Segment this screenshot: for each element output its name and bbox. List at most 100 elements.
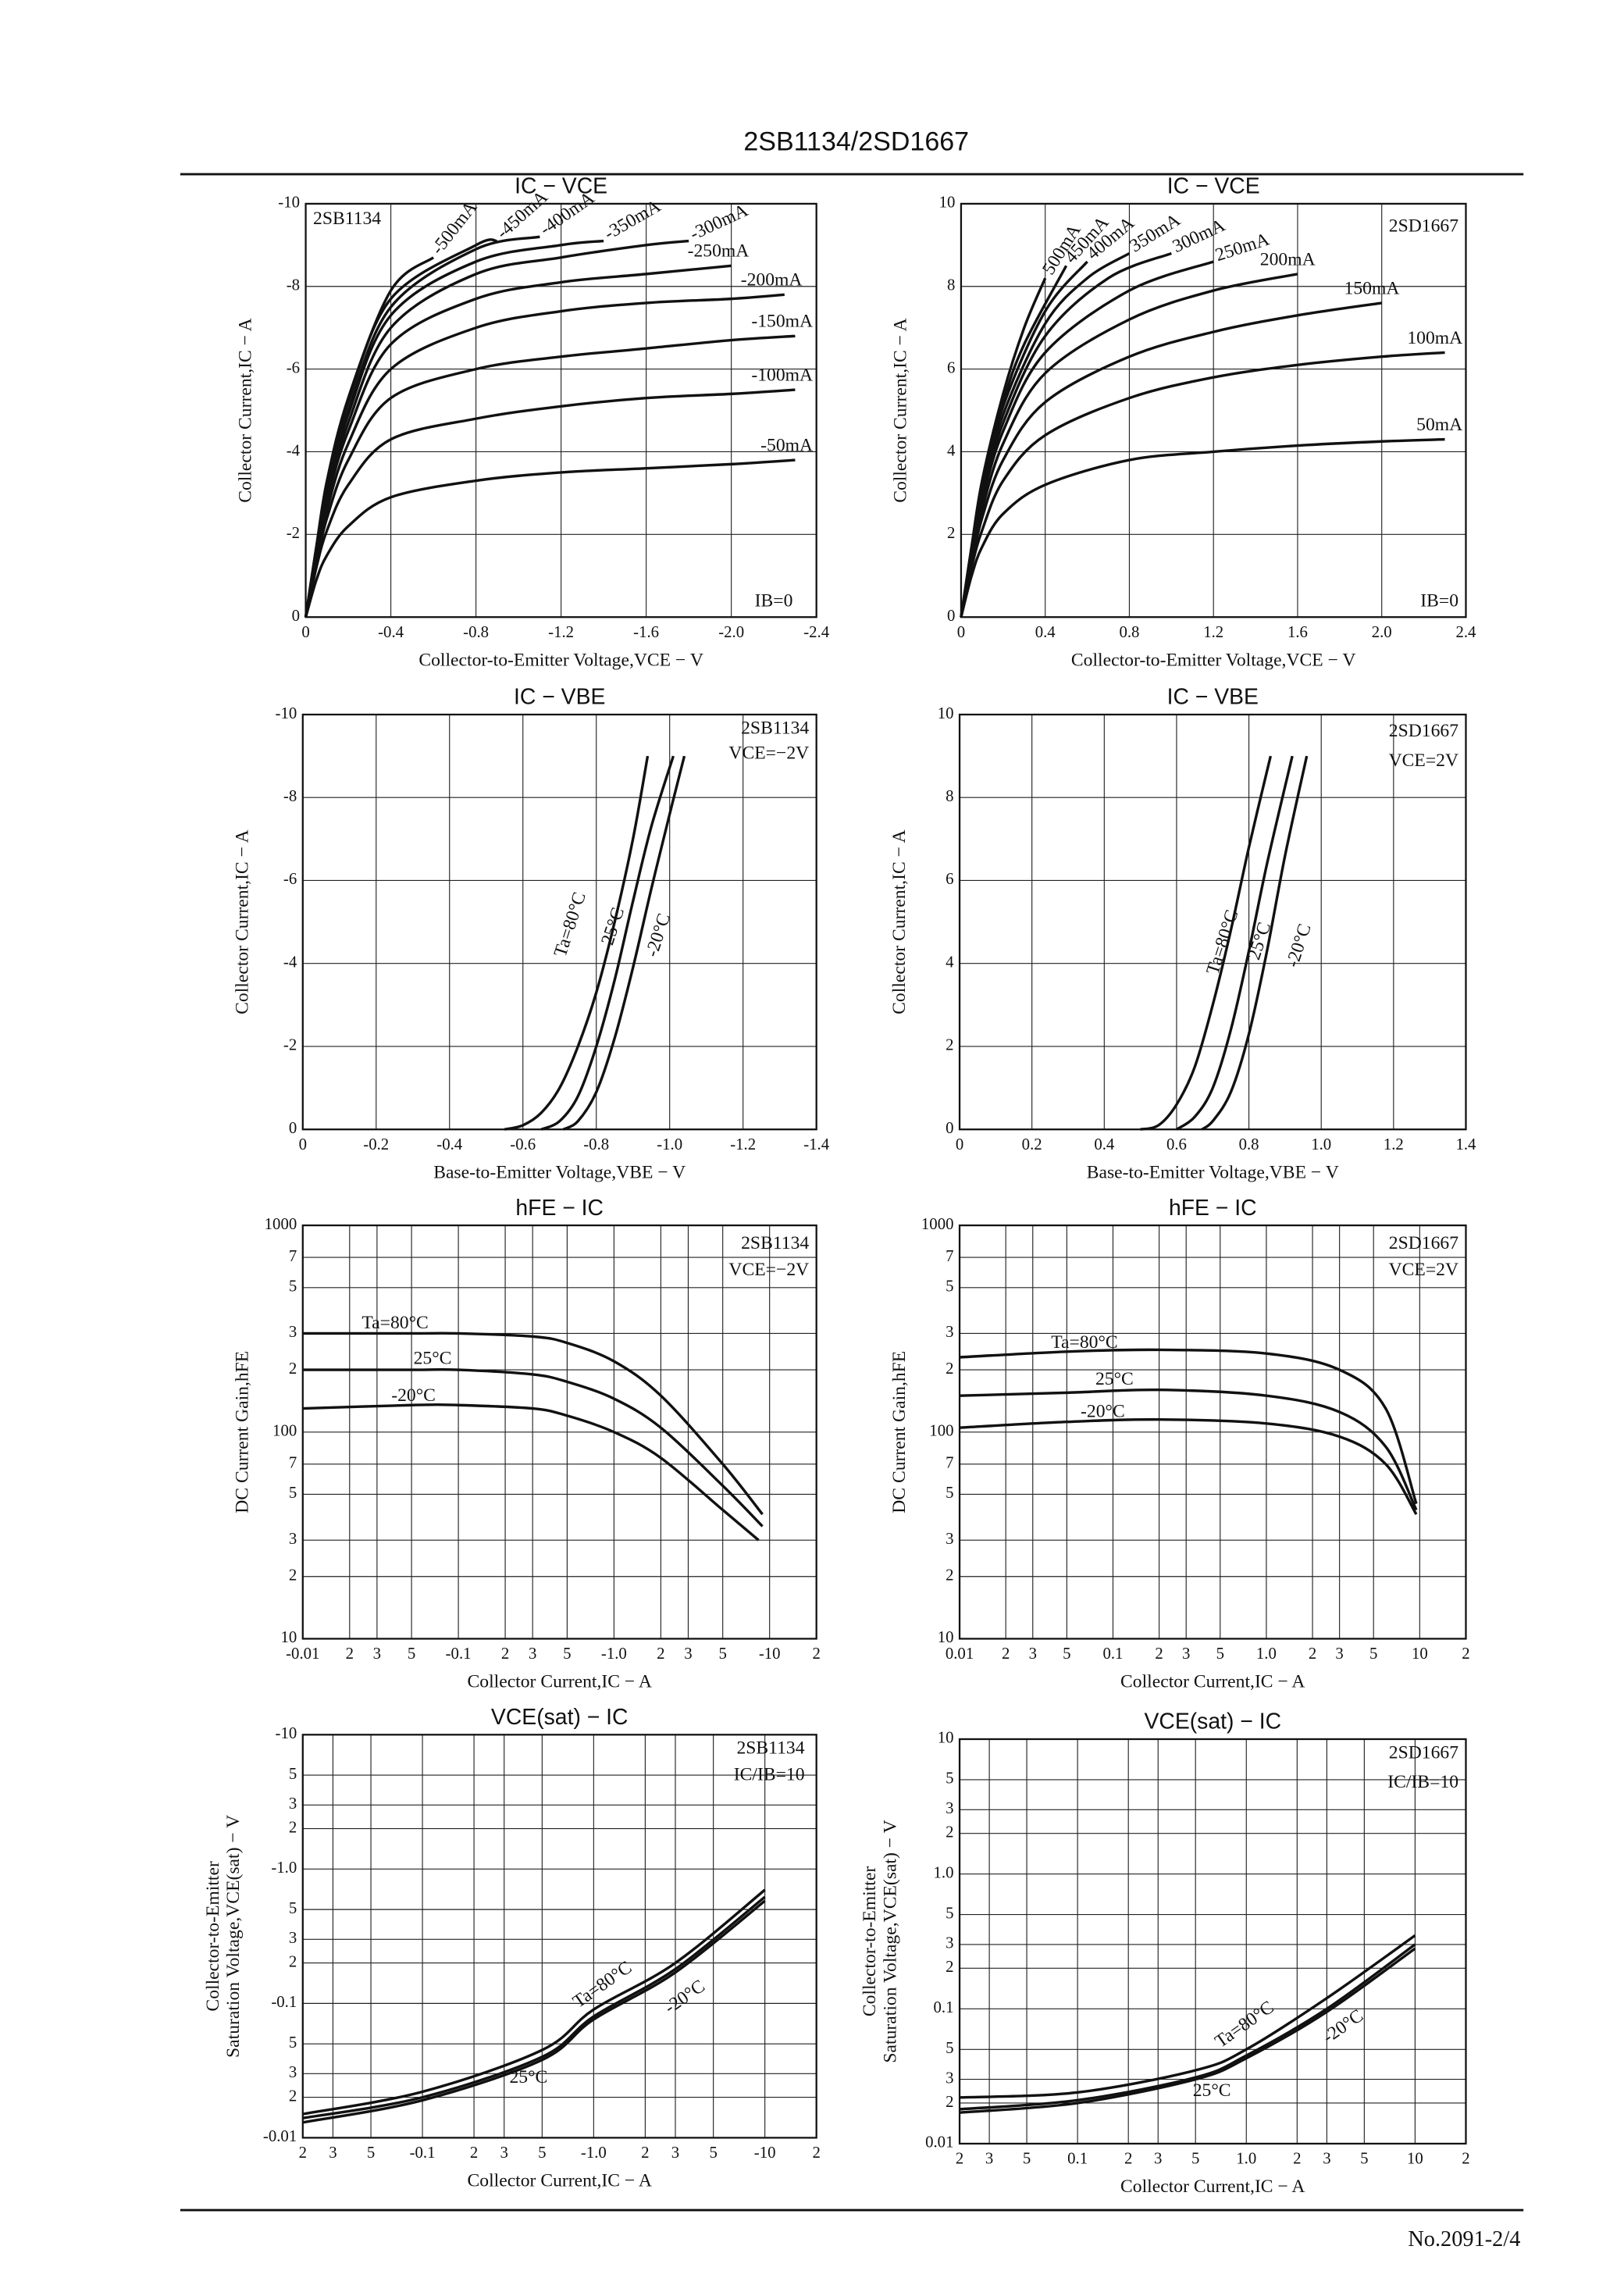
curve	[304, 458, 796, 618]
x-tick-label: 5	[367, 2144, 375, 2162]
y-tick-label: -2	[287, 524, 300, 542]
y-tick-label: 7	[289, 1454, 297, 1472]
y-tick-label: 0.1	[934, 1998, 954, 2016]
y-tick-label: 3	[946, 1799, 953, 1817]
x-axis-label: Collector Current,IC − A	[1120, 2176, 1305, 2197]
series-label: 25°C	[414, 1349, 452, 1369]
annotation: IC/IB=10	[734, 1765, 805, 1785]
curve	[562, 755, 686, 1131]
x-tick-label: -1.0	[657, 1135, 682, 1153]
x-tick-label: 1.6	[1287, 623, 1308, 641]
y-tick-label: 2	[946, 1360, 953, 1378]
x-tick-label: -10	[759, 1645, 781, 1663]
curve	[959, 1388, 1418, 1511]
y-tick-label: -8	[283, 787, 297, 805]
x-tick-label: 5	[1023, 2150, 1031, 2168]
y-axis-label: Saturation Voltage,VCE(sat) − V	[223, 1815, 244, 2058]
y-tick-label: -10	[276, 1724, 297, 1742]
y-tick-label: 2	[947, 524, 955, 542]
x-tick-label: 5	[709, 2144, 717, 2162]
y-tick-label: 10	[938, 1628, 954, 1646]
y-tick-label: -10	[276, 704, 297, 722]
series-label: -150mA	[751, 312, 813, 332]
series-label: -50mA	[760, 435, 813, 455]
series-label: -20°C	[1081, 1402, 1125, 1422]
x-tick-label: 5	[1216, 1645, 1224, 1663]
y-tick-label: -4	[287, 441, 301, 459]
annotation: 2SD1667	[1389, 721, 1458, 741]
series-label: -100mA	[751, 365, 813, 385]
y-axis-label: Collector Current,IC − A	[233, 829, 253, 1014]
x-tick-label: 3	[684, 1645, 692, 1663]
x-tick-label: 0.2	[1022, 1135, 1042, 1153]
y-tick-label: 6	[946, 870, 953, 888]
x-tick-label: -0.1	[410, 2144, 436, 2162]
x-tick-label: 0.4	[1035, 623, 1056, 641]
x-tick-label: -2.4	[803, 623, 830, 641]
y-axis-label: Saturation Voltage,VCE(sat) − V	[881, 1820, 901, 2062]
y-tick-label: -0.01	[263, 2127, 297, 2145]
y-tick-label: 2	[946, 2093, 953, 2111]
y-tick-label: 2	[289, 1360, 297, 1378]
curve	[302, 1403, 760, 1542]
curve	[302, 1367, 764, 1528]
x-tick-label: 0	[301, 623, 309, 641]
curve	[959, 1417, 1418, 1515]
x-tick-label: 5	[408, 1645, 415, 1663]
y-tick-label: 5	[289, 1278, 297, 1296]
x-tick-label: 3	[671, 2144, 679, 2162]
x-tick-label: 2	[346, 1645, 354, 1663]
plot-frame	[301, 1734, 817, 2139]
x-tick-label: 2	[1462, 2150, 1469, 2168]
annotation: VCE=2V	[1389, 1260, 1458, 1280]
y-axis-label: Collector Current,IC − A	[889, 829, 910, 1014]
curve	[960, 277, 1047, 618]
y-tick-label: 4	[946, 953, 954, 971]
chart-title: IC − VCE	[1167, 174, 1260, 199]
curve	[1201, 755, 1309, 1131]
y-tick-label: 3	[946, 1323, 953, 1341]
x-tick-label: 2	[956, 2150, 963, 2168]
x-tick-label: -0.8	[583, 1135, 609, 1153]
series-label: 25°C	[1095, 1369, 1134, 1389]
series-label: 150mA	[1344, 278, 1400, 298]
x-tick-label: 1.2	[1203, 623, 1223, 641]
plot-frame	[958, 713, 1467, 1131]
chart-title: IC − VCE	[515, 174, 607, 199]
y-tick-label: -0.1	[271, 1993, 297, 2011]
annotation: VCE=−2V	[728, 1260, 809, 1280]
y-tick-label: 0	[289, 1119, 297, 1137]
curve	[959, 1348, 1418, 1505]
x-tick-label: 1.0	[1256, 1645, 1277, 1663]
y-axis-label: Collector-to-Emitter	[860, 1866, 880, 2017]
y-tick-label: 5	[946, 1904, 953, 1922]
y-tick-label: 5	[289, 2034, 297, 2052]
x-tick-label: 2.0	[1372, 623, 1392, 641]
curve	[1175, 755, 1294, 1131]
curve	[304, 293, 785, 618]
x-tick-label: -1.6	[633, 623, 659, 641]
curve	[959, 1934, 1416, 2099]
y-tick-label: 3	[289, 2063, 297, 2081]
y-tick-label: 10	[938, 1729, 954, 1747]
annotation: 2SB1134	[741, 718, 809, 738]
x-tick-label: 10	[1407, 2150, 1423, 2168]
y-tick-label: 3	[946, 1934, 953, 1952]
y-tick-label: 7	[289, 1247, 297, 1265]
y-tick-label: 10	[938, 704, 954, 722]
curve	[304, 256, 435, 618]
x-tick-label: 3	[1323, 2150, 1330, 2168]
x-tick-label: 0	[956, 1135, 963, 1153]
x-tick-label: 2	[657, 1645, 664, 1663]
y-axis-label: Collector Current,IC − A	[235, 318, 255, 502]
x-tick-label: 3	[373, 1645, 381, 1663]
y-tick-label: -1.0	[271, 1859, 297, 1877]
x-axis-label: Collector Current,IC − A	[468, 1672, 652, 1692]
x-tick-label: 2	[812, 1645, 820, 1663]
annotation: 2SB1134	[741, 1233, 809, 1253]
x-tick-label: -0.4	[436, 1135, 463, 1153]
x-tick-label: 5	[563, 1645, 571, 1663]
y-tick-label: 3	[289, 1795, 297, 1813]
x-tick-label: 0.6	[1166, 1135, 1187, 1153]
